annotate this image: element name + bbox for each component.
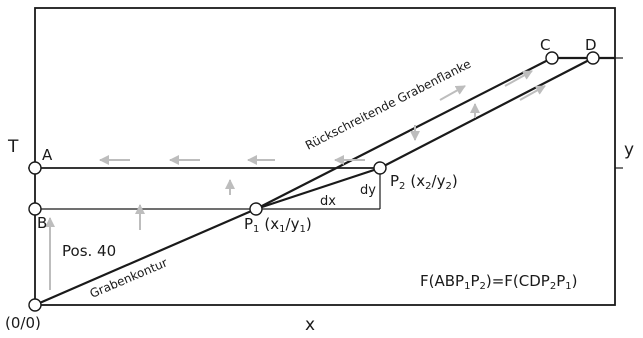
axis-x-label: x [305,315,315,335]
formula-part-4: )=F(CDP [486,272,550,290]
p1-y-sub: 1 [299,224,305,235]
formula-part-7: 1 [565,281,571,292]
retreating-flank-label: Rückschreitende Grabenflanke [303,57,473,153]
p2-main: P [390,172,399,190]
arrow-flank-1 [439,85,466,101]
p1-coords-mid: /y [286,215,300,233]
formula-part-2: P [470,272,479,290]
diagram-frame [34,7,616,306]
point-a-label: A [42,146,53,164]
dx-label: dx [320,194,336,209]
point-p1-marker [249,202,263,216]
p1-sub: 1 [253,224,259,235]
dy-label: dy [360,183,376,198]
point-p1-label: P1 (x1/y1) [244,215,312,235]
formula-label: F(ABP1P2)=F(CDP2P1) [420,272,578,292]
p1-coords-open: (x [264,215,279,233]
point-c-label: C [540,36,550,54]
p1-main: P [244,215,253,233]
formula-part-0: F(ABP [420,272,464,290]
p2-coords-close: ) [452,172,458,190]
retreating-flank-line [255,57,553,210]
formula-part-8: ) [572,272,578,290]
point-b-label: B [37,214,47,232]
formula-part-1: 1 [464,281,470,292]
point-c-marker [545,51,559,65]
formula-part-5: 2 [550,281,556,292]
formula-part-3: 2 [480,281,486,292]
p2-y-sub: 2 [445,181,451,192]
p2-coords-open: (x [410,172,425,190]
position-label: Pos. 40 [62,242,116,260]
axis-y-label: y [624,140,634,160]
p2-x-sub: 2 [425,181,431,192]
axis-t-label: T [7,137,19,157]
point-p2-label: P2 (x2/y2) [390,172,458,192]
point-origin-marker [28,298,42,312]
p1-x-sub: 1 [279,224,285,235]
p2-sub: 2 [399,181,405,192]
p2-coords-mid: /y [432,172,446,190]
arrow-flank-2 [504,70,533,87]
point-b-marker [28,202,42,216]
arrow-flank-3 [519,85,546,101]
formula-part-6: P [556,272,565,290]
origin-label: (0/0) [5,314,41,332]
point-a-marker [28,161,42,175]
p1-coords-close: ) [306,215,312,233]
point-d-label: D [585,36,597,54]
trench-contour-line [34,57,594,307]
point-p2-marker [373,161,387,175]
point-d-marker [586,51,600,65]
trench-contour-label: Grabenkontur [88,255,170,300]
